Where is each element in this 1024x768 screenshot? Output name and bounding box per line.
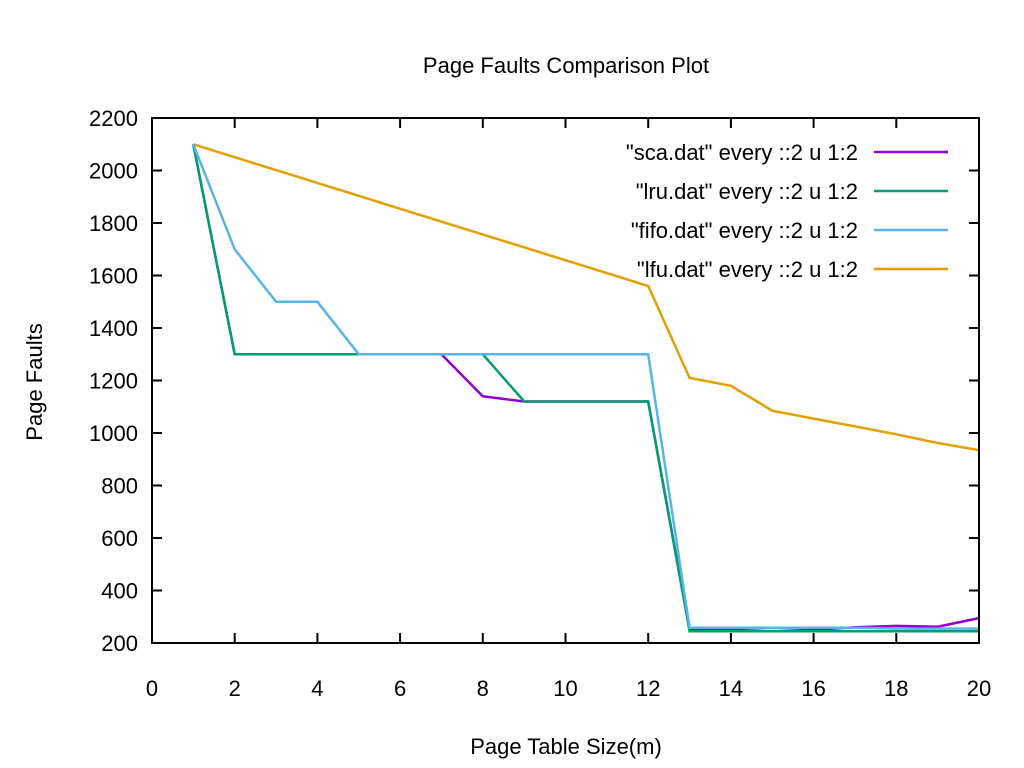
x-tick-label: 18 [884,676,908,701]
y-tick-label: 1200 [89,369,138,394]
series-line-2 [192,143,979,630]
x-tick-label: 14 [719,676,743,701]
series-line-1 [192,144,979,633]
y-tick-label: 600 [101,526,138,551]
x-tick-label: 10 [553,676,577,701]
y-tick-label: 200 [101,631,138,656]
x-tick-label: 20 [967,676,991,701]
y-tick-label: 2200 [89,106,138,131]
y-tick-label: 1400 [89,316,138,341]
legend-label-0: "sca.dat" every ::2 u 1:2 [626,140,858,165]
legend-label-3: "lfu.dat" every ::2 u 1:2 [637,257,858,282]
x-tick-label: 2 [229,676,241,701]
legend-label-2: "fifo.dat" every ::2 u 1:2 [631,218,858,243]
plot-frame [151,117,980,644]
y-tick-label: 2000 [89,159,138,184]
legend-label-1: "lru.dat" every ::2 u 1:2 [636,179,858,204]
series-lines [192,143,980,633]
y-tick-label: 1800 [89,211,138,236]
y-axis-title: Page Faults [22,323,47,440]
y-tick-label: 1600 [89,264,138,289]
x-axis-title: Page Table Size(m) [470,734,662,759]
x-tick-label: 6 [394,676,406,701]
y-tick-label: 400 [101,579,138,604]
x-tick-label: 4 [311,676,323,701]
series-line-0 [192,144,980,633]
x-tick-label: 16 [801,676,825,701]
y-tick-label: 800 [101,474,138,499]
ticks: 0 2 4 6 8 10 12 14 16 18 20 200 400 600 800 1000 1200 140… [89,106,991,701]
x-tick-label: 12 [636,676,660,701]
x-tick-label: 0 [146,676,158,701]
y-tick-label: 1000 [89,421,138,446]
x-tick-label: 8 [477,676,489,701]
chart-title: Page Faults Comparison Plot [423,53,709,78]
legend: "sca.dat" every ::2 u 1:2"lru.dat" every… [626,140,948,282]
series-line-3 [192,143,980,452]
